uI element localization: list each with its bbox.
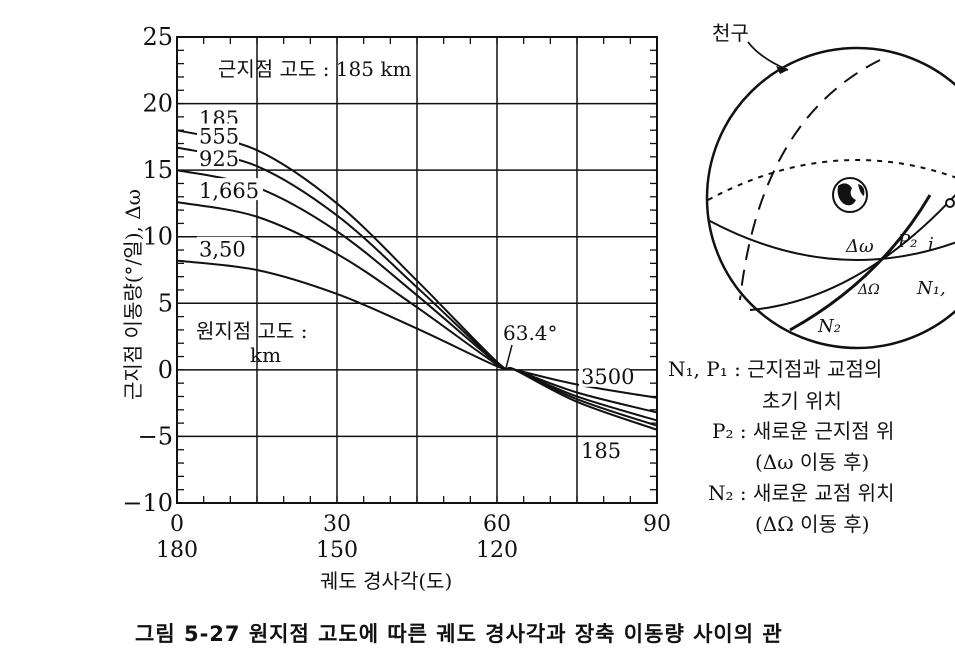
series-line (176, 146, 658, 427)
label-d-omega: Δω (845, 236, 874, 257)
legend-p2: P₂ : 새로운 근지점 위 (712, 419, 895, 443)
x-tick-label-supplement: 180 (156, 538, 198, 563)
legend-initial-position: 초기 위치 (762, 389, 842, 413)
sphere-pointer-arrow (747, 41, 789, 71)
series-label-bg (197, 236, 251, 259)
legend-p2-note: (Δω 이동 후) (755, 450, 870, 474)
series-line (176, 259, 658, 399)
orbit-shifted (789, 194, 932, 332)
series-right-label-bg (579, 363, 631, 387)
earth-continent-2 (858, 184, 865, 196)
series-line (176, 129, 658, 431)
perigee-point (945, 198, 955, 208)
label-d-big-omega: ΔΩ (857, 282, 880, 298)
legend-n1-p1: N₁, P₁ : 근지점과 교점의 (668, 357, 883, 381)
equator-front (707, 219, 955, 261)
figure-caption: 그림 5-27 원지점 고도에 따른 궤도 경사각과 장축 이동량 사이의 관 (135, 622, 783, 646)
y-tick-labels: 25 20 15 10 5 0 −5 −10 (122, 23, 173, 517)
y-tick-label: −10 (122, 489, 173, 517)
x-tick-label: 60 (483, 512, 511, 537)
y-tick-label: 5 (158, 289, 173, 317)
chart-title: 근지점 고도 : 185 km (218, 57, 411, 81)
annotation-63-4: 63.4° (503, 321, 558, 345)
celestial-sphere-diagram: 천구 Δω P₂ i ΔΩ N₁, N₂ (705, 21, 955, 350)
series-label: 3,50 (199, 238, 246, 262)
series-label: 1,665 (199, 179, 259, 203)
series-line (176, 169, 658, 422)
grid-lines (177, 37, 657, 503)
sphere-pointer-arrowhead (776, 66, 788, 74)
annotation-pointer (505, 344, 513, 369)
orbit-initial (749, 193, 955, 311)
y-tick-label: 10 (142, 223, 173, 251)
equator-back (707, 159, 955, 201)
apogee-label-line2: km (250, 343, 281, 367)
x-tick-label: 0 (170, 512, 184, 537)
x-tick-label: 90 (643, 512, 671, 537)
series-right-label-bg (579, 437, 619, 461)
y-tick-label: 20 (142, 90, 173, 118)
series-right-label: 185 (581, 439, 621, 463)
x-tick-label-supplement: 120 (476, 538, 518, 563)
y-tick-label: 15 (142, 156, 173, 184)
series-right-label: 3500 (581, 365, 634, 389)
celestial-sphere (705, 46, 955, 350)
axis-ticks (176, 36, 658, 504)
label-i: i (928, 234, 934, 255)
meridian-dashed (739, 59, 881, 301)
x-tick-labels: 0 30 60 90 180 150 120 (156, 512, 671, 563)
label-p2: P₂ (897, 231, 917, 252)
series-label-bg (197, 178, 263, 201)
label-n1: N₁, (916, 278, 946, 299)
series-label: 925 (199, 147, 239, 171)
series-label-bg (197, 146, 239, 169)
legend-n2-note: (ΔΩ 이동 후) (755, 512, 870, 536)
earth-continent (837, 183, 856, 206)
celestial-sphere-label: 천구 (712, 21, 749, 45)
series-label-bg (197, 106, 239, 129)
apogee-label-line1: 원지점 고도 : (196, 319, 307, 343)
series-label: 555 (199, 125, 239, 149)
x-axis-label: 궤도 경사각(도) (320, 569, 452, 593)
y-tick-label: 25 (142, 23, 173, 51)
x-tick-label: 30 (323, 512, 351, 537)
y-axis-label: 근지점 이동량(°/일), Δω (121, 189, 145, 400)
x-tick-label-supplement: 150 (316, 538, 358, 563)
series-label-bg (197, 123, 239, 146)
series-line (176, 201, 658, 414)
legend-n2: N₂ : 새로운 교점 위치 (708, 481, 895, 505)
label-n2: N₂ (817, 316, 841, 337)
y-tick-label: −5 (138, 422, 173, 450)
y-tick-label: 0 (158, 356, 173, 384)
